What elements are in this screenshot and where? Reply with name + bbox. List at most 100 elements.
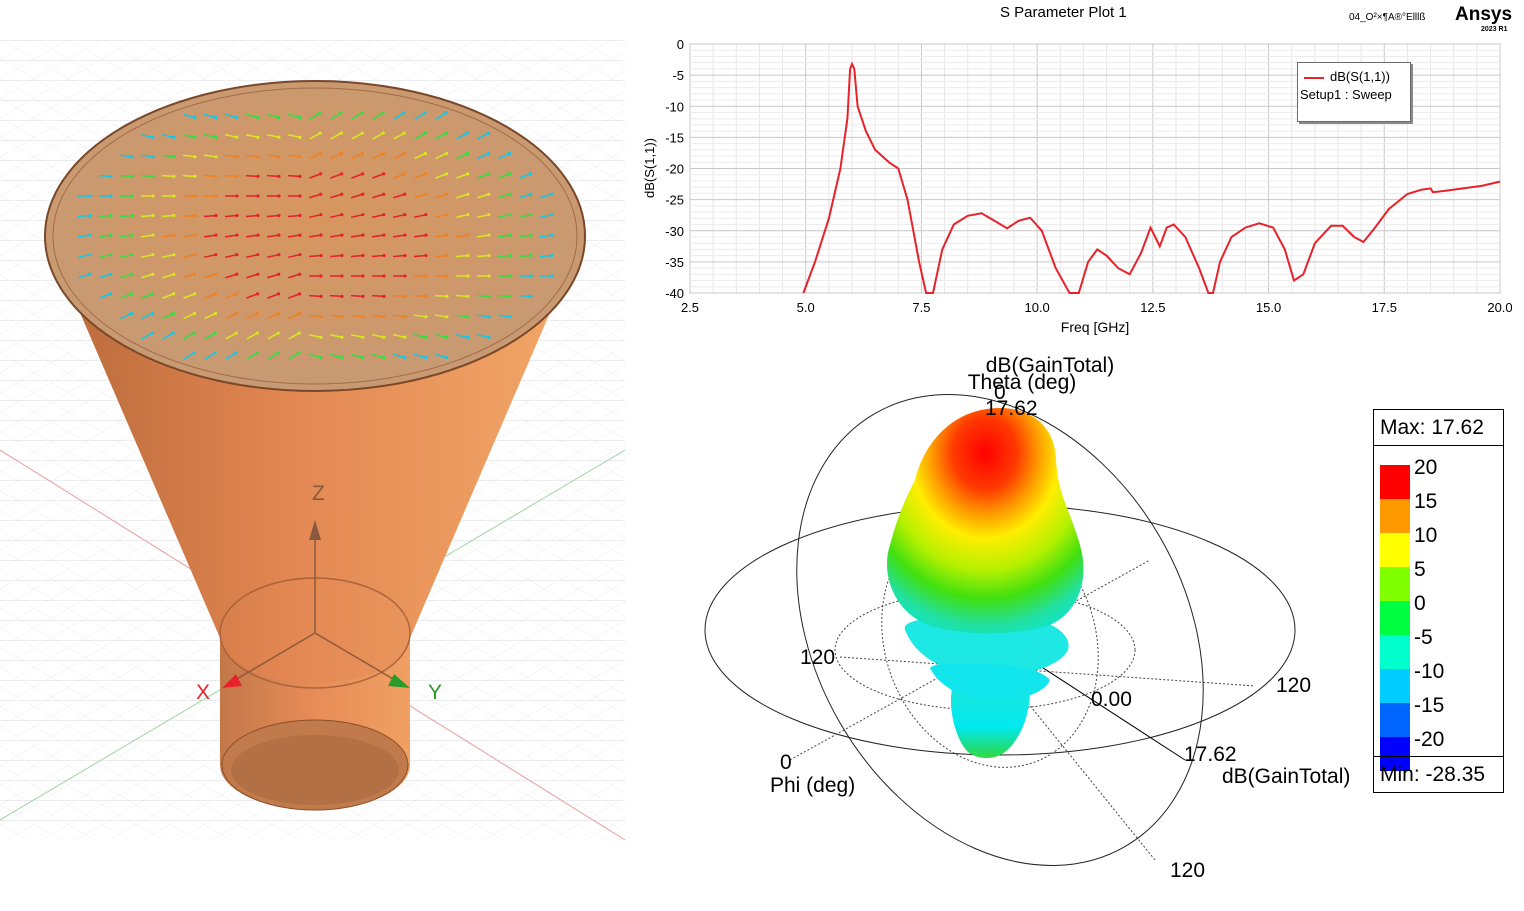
- field-arrow: [372, 193, 384, 199]
- y-axis-arrow-icon: [388, 674, 410, 688]
- field-arrow-head: [319, 315, 323, 319]
- scale-swatch: [1380, 635, 1410, 669]
- field-arrow: [162, 312, 174, 320]
- field-arrow-head: [486, 131, 490, 135]
- s11-trace[interactable]: [802, 61, 1501, 294]
- x-tick-label: 17.5: [1372, 300, 1397, 315]
- field-arrow-head: [297, 351, 301, 355]
- field-arrow-head: [424, 192, 428, 196]
- field-arrow-head: [151, 155, 155, 159]
- field-arrow-head: [256, 194, 260, 198]
- inner-circle-2: [881, 512, 1099, 768]
- scale-min-label: Min: -28.35: [1374, 756, 1503, 792]
- field-arrow-head: [445, 172, 449, 176]
- field-arrow: [161, 234, 175, 238]
- field-arrow: [329, 213, 343, 219]
- field-arrow: [392, 234, 406, 238]
- field-arrow: [477, 152, 489, 160]
- field-arrow-head: [340, 315, 344, 319]
- field-arrow: [309, 173, 321, 179]
- z-axis-label: Z: [312, 482, 325, 505]
- field-arrow-head: [235, 253, 239, 257]
- field-arrow-head: [172, 272, 176, 276]
- field-arrow: [435, 353, 447, 359]
- field-arrow-head: [403, 253, 407, 258]
- field-arrow: [518, 213, 532, 219]
- field-arrow: [309, 353, 321, 359]
- field-arrow: [434, 254, 448, 258]
- field-arrow-head: [214, 213, 218, 218]
- field-arrow: [204, 273, 216, 279]
- field-arrow: [288, 352, 300, 360]
- field-arrow-head: [340, 172, 344, 176]
- field-arrow: [203, 174, 217, 178]
- field-arrow: [476, 213, 490, 219]
- field-arrow: [351, 353, 363, 359]
- field-arrow-head: [235, 116, 239, 120]
- field-arrow: [351, 152, 363, 160]
- field-arrow-head: [193, 213, 197, 218]
- scale-max-label: Max: 17.62: [1374, 410, 1503, 446]
- horn-antenna-view[interactable]: Z X Y: [0, 0, 625, 911]
- field-arrow: [183, 113, 195, 119]
- field-arrow-head: [424, 233, 428, 237]
- field-arrow: [413, 254, 427, 258]
- legend-line-swatch: [1304, 77, 1324, 79]
- field-arrow-head: [361, 335, 365, 339]
- field-arrow: [140, 214, 154, 218]
- field-arrow-head: [487, 213, 491, 217]
- legend[interactable]: dB(S(1,1)) Setup1 : Sweep: [1297, 62, 1411, 122]
- field-arrow: [413, 334, 427, 338]
- field-arrow-head: [403, 294, 407, 298]
- field-arrow: [140, 234, 154, 238]
- phi-zero-tick: 0: [780, 751, 792, 774]
- field-arrow-head: [130, 253, 134, 257]
- field-arrow: [266, 234, 280, 238]
- field-arrow: [393, 112, 405, 120]
- field-arrow-head: [193, 292, 197, 296]
- y-axis-title: dB(S(1,1)): [642, 138, 657, 198]
- radiation-pattern-3d[interactable]: dB(GainTotal) Theta (deg) 0 17.62 120 12…: [625, 345, 1524, 911]
- field-arrow: [330, 173, 342, 179]
- legend-trace-name: dB(S(1,1)): [1330, 69, 1390, 84]
- field-arrow-head: [550, 253, 554, 258]
- field-arrow-head: [109, 272, 113, 276]
- field-arrow-head: [360, 111, 364, 115]
- field-arrow-head: [319, 335, 323, 339]
- field-arrow-head: [424, 213, 428, 217]
- field-arrow: [329, 294, 343, 298]
- field-arrow-head: [151, 135, 155, 139]
- s-parameter-chart[interactable]: 2.5 5.0 7.5 10.0 12.5 15.0 17.5 20.0 0 -5 -10 -15 -2…: [625, 0, 1524, 345]
- field-arrow-head: [214, 135, 218, 139]
- field-arrow: [141, 293, 153, 299]
- field-arrow: [119, 253, 133, 259]
- field-arrow-head: [382, 274, 386, 278]
- field-arrow-head: [193, 253, 197, 257]
- field-arrow-head: [151, 174, 155, 178]
- field-arrow-head: [319, 274, 323, 278]
- field-arrow: [434, 334, 448, 338]
- field-arrow-head: [529, 274, 533, 278]
- field-arrow-head: [361, 172, 365, 176]
- side-lobe-ring-2: [930, 663, 1050, 700]
- field-arrow: [330, 193, 342, 199]
- ansys-version: 2023 R1: [1481, 26, 1508, 33]
- field-arrow-head: [382, 315, 386, 319]
- field-arrow-head: [487, 233, 491, 237]
- field-arrow: [350, 213, 364, 219]
- main-lobe[interactable]: [886, 408, 1084, 634]
- field-arrow: [497, 234, 511, 238]
- field-arrow: [183, 293, 195, 299]
- field-arrow-head: [130, 213, 134, 218]
- field-arrow-head: [445, 315, 449, 319]
- field-arrow: [350, 294, 364, 298]
- field-arrow: [182, 174, 196, 178]
- field-arrow-head: [529, 213, 533, 217]
- field-arrow-head: [298, 174, 302, 178]
- field-arrow: [476, 234, 490, 238]
- field-arrow: [455, 254, 469, 258]
- field-arrow: [161, 214, 175, 218]
- field-arrow: [161, 253, 175, 259]
- field-arrow-head: [277, 174, 281, 178]
- field-arrow: [161, 134, 175, 138]
